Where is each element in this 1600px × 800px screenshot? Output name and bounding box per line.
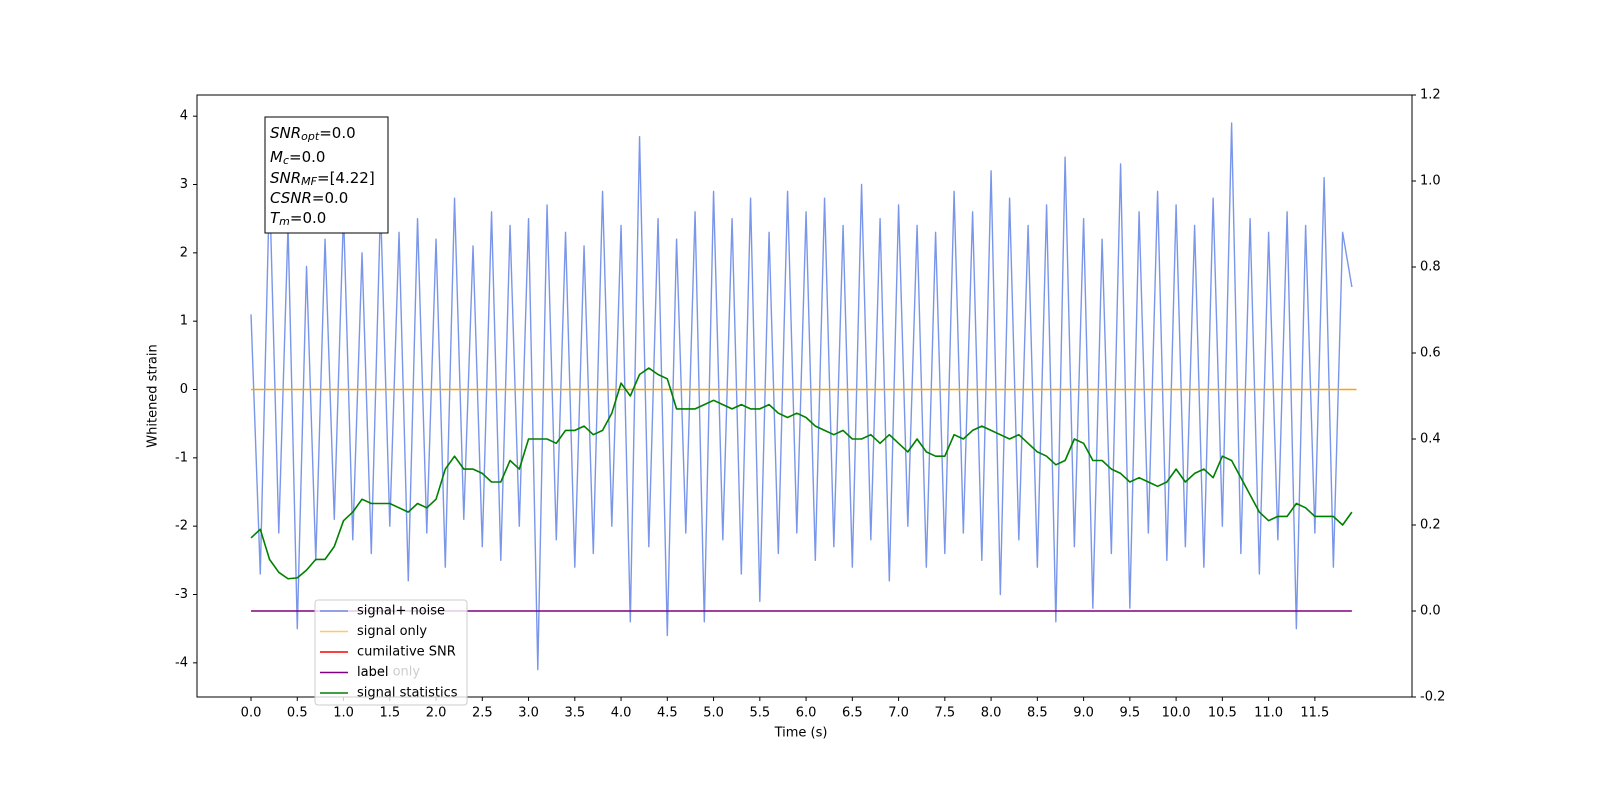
info-symbol: SNR: [270, 124, 301, 142]
legend-label: cumilative SNR: [357, 645, 456, 660]
x-tick-label: 5.5: [749, 706, 770, 721]
y-tick-label: 1: [180, 314, 188, 329]
legend-label: signal+ noise: [357, 604, 445, 619]
y-tick-label: -2: [175, 519, 188, 534]
x-tick-label: 10.0: [1162, 706, 1191, 721]
info-symbol: T: [270, 209, 281, 227]
y-tick-label: 0: [180, 382, 188, 397]
y2-tick-label: 0.2: [1420, 518, 1441, 533]
info-subscript: opt: [301, 130, 320, 143]
x-tick-label: 4.0: [611, 706, 632, 721]
x-tick-label: 9.0: [1073, 706, 1094, 721]
info-subscript: MF: [301, 175, 317, 188]
x-tick-label: 6.5: [842, 706, 863, 721]
info-text: =0.0: [290, 209, 326, 227]
legend-box: [314, 599, 468, 706]
x-tick-label: 7.5: [934, 706, 955, 721]
info-line: SNRMF=[4.22]: [270, 169, 375, 189]
x-tick-label: 2.0: [426, 706, 447, 721]
x-tick-label: 8.0: [981, 706, 1002, 721]
info-text: =0.0: [312, 189, 348, 207]
y2-tick-label: 0.0: [1420, 604, 1441, 619]
x-tick-label: 3.0: [518, 706, 539, 721]
x-tick-label: 8.5: [1027, 706, 1048, 721]
plot-frame: [196, 94, 1413, 698]
series-line: [250, 122, 1353, 671]
x-tick-label: 10.5: [1208, 706, 1237, 721]
y-tick-label: 4: [180, 109, 188, 124]
x-tick-label: 4.5: [657, 706, 678, 721]
x-tick-label: 2.5: [472, 706, 493, 721]
x-tick-label: 5.0: [703, 706, 724, 721]
y2-tick-label: 1.0: [1420, 174, 1441, 189]
info-text: =0.0: [289, 148, 325, 166]
info-box: [264, 116, 389, 234]
x-tick-label: 6.0: [796, 706, 817, 721]
x-tick-label: 9.5: [1120, 706, 1141, 721]
y-tick-label: 2: [180, 245, 188, 260]
y2-tick-label: 1.2: [1420, 88, 1441, 103]
info-line: CSNR=0.0: [270, 189, 348, 207]
x-tick-label: 1.0: [333, 706, 354, 721]
info-subscript: m: [279, 215, 290, 228]
legend-label: signal only: [357, 624, 427, 639]
info-symbol: SNR: [270, 169, 301, 187]
x-tick-label: 0.0: [241, 706, 262, 721]
x-axis-label: Time (s): [774, 726, 828, 741]
info-text: =0.0: [319, 124, 355, 142]
y-tick-label: 3: [180, 177, 188, 192]
x-tick-label: 0.5: [287, 706, 308, 721]
info-line: Tm=0.0: [270, 209, 326, 229]
series-line: [250, 367, 1353, 580]
info-subscript: c: [283, 154, 289, 167]
x-tick-label: 11.5: [1300, 706, 1329, 721]
y-axis-label: Whitened strain: [146, 344, 161, 447]
x-tick-label: 7.0: [888, 706, 909, 721]
y-tick-label: -1: [175, 450, 188, 465]
x-tick-label: 11.0: [1254, 706, 1283, 721]
y-tick-label: -3: [175, 587, 188, 602]
y2-tick-label: 0.6: [1420, 346, 1441, 361]
info-symbol: M: [270, 148, 283, 166]
info-line: Mc=0.0: [270, 148, 325, 168]
x-tick-label: 3.5: [564, 706, 585, 721]
info-text: =[4.22]: [317, 169, 375, 187]
x-tick-label: 1.5: [379, 706, 400, 721]
y-tick-label: -4: [175, 655, 188, 670]
y2-tick-label: 0.8: [1420, 260, 1441, 275]
y2-tick-label: -0.2: [1420, 690, 1445, 705]
legend-label: signal statistics: [357, 686, 458, 701]
y2-tick-label: 0.4: [1420, 432, 1441, 447]
info-symbol: CSNR: [270, 189, 312, 207]
legend-label: label: [357, 665, 388, 680]
info-line: SNRopt=0.0: [270, 124, 356, 144]
